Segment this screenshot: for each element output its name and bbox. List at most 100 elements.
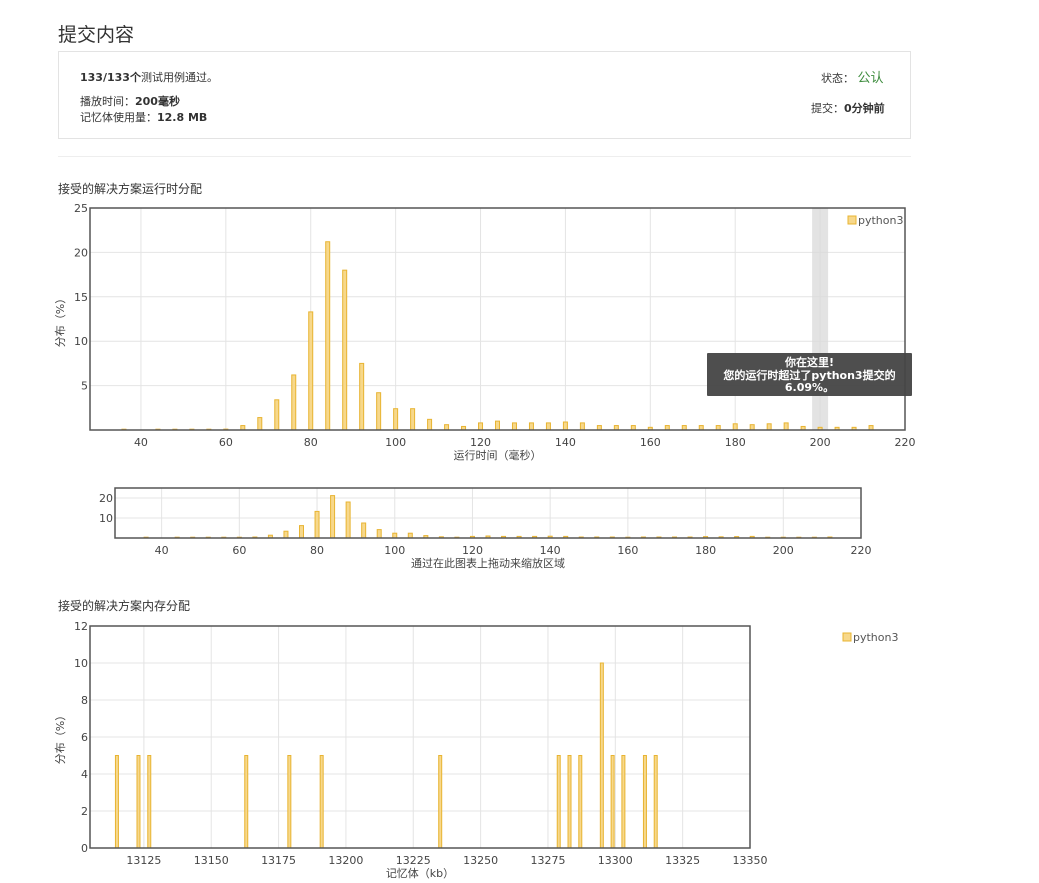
runtime-x-tick-label: 60 xyxy=(219,436,233,449)
runtime-tooltip-box xyxy=(707,353,912,396)
memory-y-axis-label: 分布（%） xyxy=(54,710,67,764)
memory-y-tick-label: 8 xyxy=(81,694,88,707)
navigator-bar xyxy=(376,529,382,539)
runtime-bar xyxy=(444,424,450,431)
test-cases-count: 133/133个 xyxy=(80,71,141,84)
memory-bar xyxy=(136,755,141,849)
submitted-value: 0分钟前 xyxy=(844,102,885,115)
status-accepted-link[interactable]: 公认 xyxy=(857,71,884,86)
runtime-bar xyxy=(359,362,365,431)
runtime-x-tick-label: 120 xyxy=(470,436,491,449)
runtime-y-axis-label: 分布（%） xyxy=(54,293,67,347)
memory-bar xyxy=(567,755,572,849)
runtime-bar xyxy=(478,422,484,431)
navigator-bar xyxy=(283,530,289,539)
runtime-bar xyxy=(291,374,297,431)
navigator-y-tick-label: 20 xyxy=(99,492,113,505)
navigator-x-tick-label: 200 xyxy=(773,544,794,557)
submission-summary: 133/133个测试用例通过。 播放时间：200毫秒 记忆体使用量：12.8 M… xyxy=(58,51,911,139)
navigator-x-axis-label: 通过在此图表上拖动来缩放区域 xyxy=(411,556,565,570)
memory-y-tick-label: 12 xyxy=(74,620,88,633)
memory-section-title: 接受的解决方案内存分配 xyxy=(58,599,191,613)
memory-x-tick-label: 13225 xyxy=(396,854,431,867)
runtime-bar xyxy=(308,311,314,431)
runtime-legend-swatch xyxy=(847,215,857,225)
memory-bar xyxy=(578,755,583,849)
navigator-bar xyxy=(330,495,336,539)
memory-bar xyxy=(319,755,324,849)
memory-bar xyxy=(287,755,292,849)
memory-row: 记忆体使用量：12.8 MB xyxy=(80,109,207,125)
runtime-bar xyxy=(579,422,585,431)
tooltip-line-3: 6.09%。 xyxy=(785,381,834,394)
submitted-label: 提交： xyxy=(811,102,844,115)
memory-x-tick-label: 13175 xyxy=(261,854,296,867)
memory-bar xyxy=(599,662,604,849)
submitted-row: 提交：0分钟前 xyxy=(811,100,885,116)
navigator-x-tick-label: 60 xyxy=(232,544,246,557)
memory-plot-frame xyxy=(89,625,751,849)
runtime-your-position-band xyxy=(812,208,829,430)
runtime-bar xyxy=(342,269,348,431)
memory-legend-label: python3 xyxy=(853,631,898,644)
runtime-bar xyxy=(528,422,534,431)
navigator-x-tick-label: 100 xyxy=(384,544,405,557)
memory-x-tick-label: 13275 xyxy=(530,854,565,867)
navigator-bar xyxy=(361,522,367,539)
memory-x-tick-label: 13125 xyxy=(126,854,161,867)
memory-legend-swatch xyxy=(842,632,852,642)
runtime-row: 播放时间：200毫秒 xyxy=(80,93,180,109)
memory-x-tick-label: 13150 xyxy=(194,854,229,867)
page-title: 提交内容 xyxy=(58,24,135,46)
memory-x-tick-label: 13350 xyxy=(733,854,768,867)
memory-x-tick-label: 13325 xyxy=(665,854,700,867)
test-cases-result: 133/133个测试用例通过。 xyxy=(80,69,218,85)
navigator-x-tick-label: 140 xyxy=(540,544,561,557)
runtime-x-axis-label: 运行时间（毫秒） xyxy=(454,448,542,462)
navigator-x-tick-label: 40 xyxy=(155,544,169,557)
memory-y-tick-label: 4 xyxy=(81,768,88,781)
navigator-bar xyxy=(314,510,320,539)
runtime-plot-frame xyxy=(89,207,906,431)
runtime-bar xyxy=(495,420,500,431)
runtime-bar xyxy=(511,422,517,431)
test-cases-suffix: 测试用例通过。 xyxy=(140,71,218,84)
memory-y-tick-label: 0 xyxy=(81,842,88,855)
status-row: 状态： 公认 xyxy=(821,67,884,86)
runtime-y-tick-label: 5 xyxy=(81,380,88,393)
runtime-value: 200毫秒 xyxy=(135,95,180,108)
runtime-bar xyxy=(545,422,551,431)
runtime-bar xyxy=(783,422,789,431)
runtime-x-tick-label: 140 xyxy=(555,436,576,449)
runtime-y-tick-label: 10 xyxy=(74,335,88,348)
runtime-bar xyxy=(427,418,433,431)
navigator-bar xyxy=(299,525,304,539)
runtime-label: 播放时间： xyxy=(80,95,135,108)
memory-bar xyxy=(244,755,249,849)
memory-x-axis-label: 记忆体（kb） xyxy=(386,866,454,880)
navigator-bar xyxy=(345,501,351,539)
memory-bar xyxy=(653,755,658,849)
memory-label: 记忆体使用量： xyxy=(80,111,157,124)
divider xyxy=(58,156,911,157)
navigator-x-tick-label: 120 xyxy=(462,544,483,557)
navigator-x-tick-label: 80 xyxy=(310,544,324,557)
memory-bar xyxy=(610,755,615,849)
runtime-x-tick-label: 100 xyxy=(385,436,406,449)
memory-value: 12.8 MB xyxy=(157,111,208,124)
runtime-bar xyxy=(274,399,280,431)
runtime-bar xyxy=(393,408,399,431)
memory-x-tick-label: 13300 xyxy=(598,854,633,867)
navigator-x-tick-label: 160 xyxy=(617,544,638,557)
runtime-bar xyxy=(562,421,568,431)
memory-x-tick-label: 13200 xyxy=(328,854,363,867)
navigator-plot-frame xyxy=(114,487,862,539)
runtime-x-tick-label: 80 xyxy=(304,436,318,449)
runtime-bar xyxy=(376,392,382,431)
runtime-bar xyxy=(257,417,263,431)
runtime-section-title: 接受的解决方案运行时分配 xyxy=(58,182,203,196)
runtime-x-tick-label: 180 xyxy=(725,436,746,449)
runtime-bar xyxy=(749,424,755,431)
memory-y-tick-label: 2 xyxy=(81,805,88,818)
